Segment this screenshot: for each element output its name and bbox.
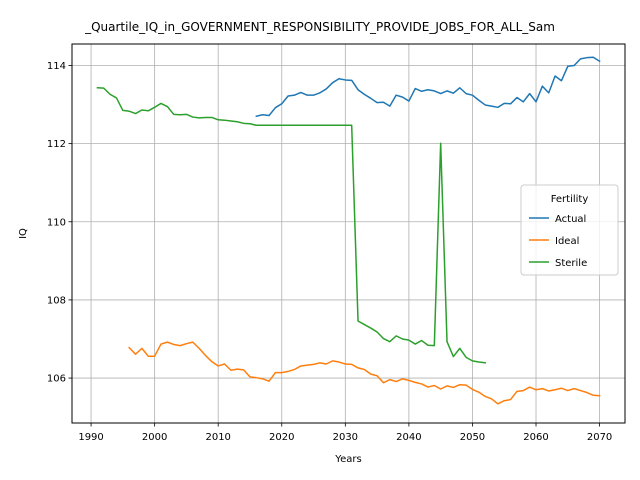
legend-label-ideal: Ideal [555, 236, 579, 247]
x-tick-label: 2010 [205, 432, 230, 443]
x-tick-label: 2020 [269, 432, 294, 443]
y-tick-label: 114 [47, 61, 66, 72]
x-tick-label: 2000 [142, 432, 167, 443]
x-tick-label: 2040 [396, 432, 421, 443]
series-lines [96, 56, 601, 405]
x-tick-label: 1990 [78, 432, 103, 443]
legend: Fertility Actual Ideal Sterile [520, 184, 619, 276]
plot-frame [71, 43, 626, 424]
x-axis-ticks: 1990 2000 2010 2020 2030 2040 2050 2060 2070 [78, 423, 612, 443]
x-tick-label: 2060 [523, 432, 548, 443]
series-line-actual [255, 56, 601, 118]
legend-box [520, 184, 619, 276]
y-tick-label: 106 [47, 374, 66, 385]
y-axis-label: IQ [18, 228, 29, 239]
y-tick-label: 110 [47, 217, 66, 228]
y-tick-label: 108 [47, 295, 66, 306]
legend-label-sterile: Sterile [555, 258, 587, 269]
legend-label-actual: Actual [555, 214, 586, 225]
legend-title: Fertility [551, 194, 589, 205]
x-tick-label: 2050 [460, 432, 485, 443]
y-tick-label: 112 [47, 139, 66, 150]
series-line-ideal [128, 341, 601, 405]
grid [72, 44, 625, 423]
series-line-sterile [96, 86, 486, 364]
x-tick-label: 2070 [587, 432, 612, 443]
chart-title: _Quartile_IQ_in_GOVERNMENT_RESPONSIBILIT… [84, 20, 555, 34]
x-tick-label: 2030 [333, 432, 358, 443]
y-axis-ticks: 106 108 110 112 114 [47, 61, 72, 385]
x-axis-label: Years [334, 454, 361, 465]
